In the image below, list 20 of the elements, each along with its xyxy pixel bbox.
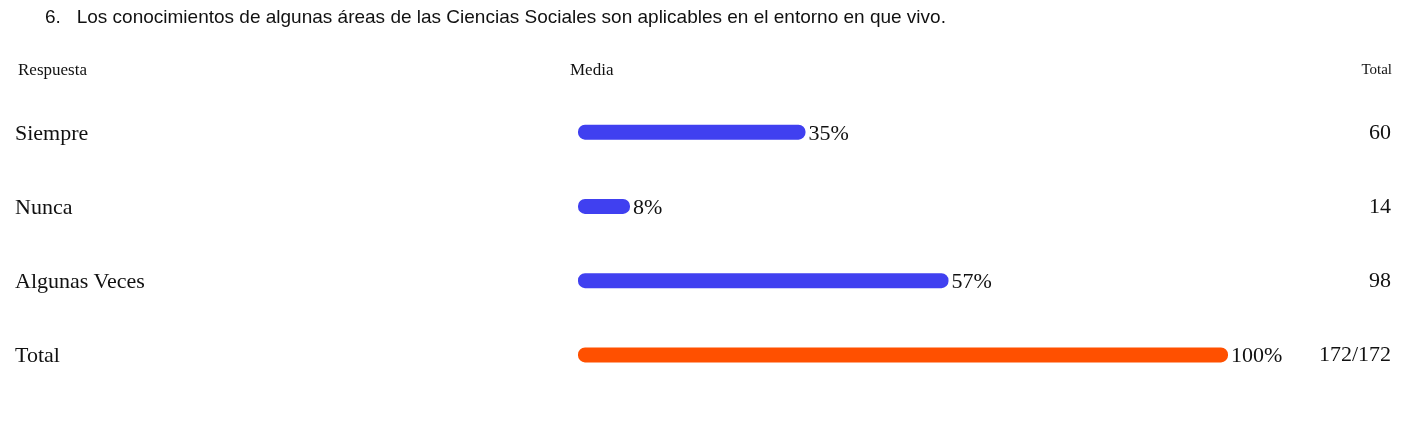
text: 172/172 [1318,341,1391,367]
y-tick-label: Total [15,342,60,368]
x-axis-title: Media [570,60,614,79]
text: 98 [1369,267,1391,293]
y-axis-title: Respuesta [18,60,88,79]
bar [578,347,1228,363]
bar [578,198,630,214]
text: 14 [1369,192,1391,218]
text: 60 [1369,118,1391,144]
y-tick-label: Siempre [15,119,89,145]
data-label: 8% [633,193,663,219]
chart-title: 6. Los conocimientos de algunas áreas de las Ciencias Sociales son aplicables en el entorno en que vivo. [45,6,946,27]
bar [578,273,949,289]
text: Total [1361,60,1392,77]
y-tick-label: Algunas Veces [15,268,145,294]
data-label: 100% [1231,342,1283,368]
bar [578,124,806,140]
data-label: 57% [951,268,992,294]
data-label: 35% [808,119,849,145]
y-tick-label: Nunca [15,193,73,219]
